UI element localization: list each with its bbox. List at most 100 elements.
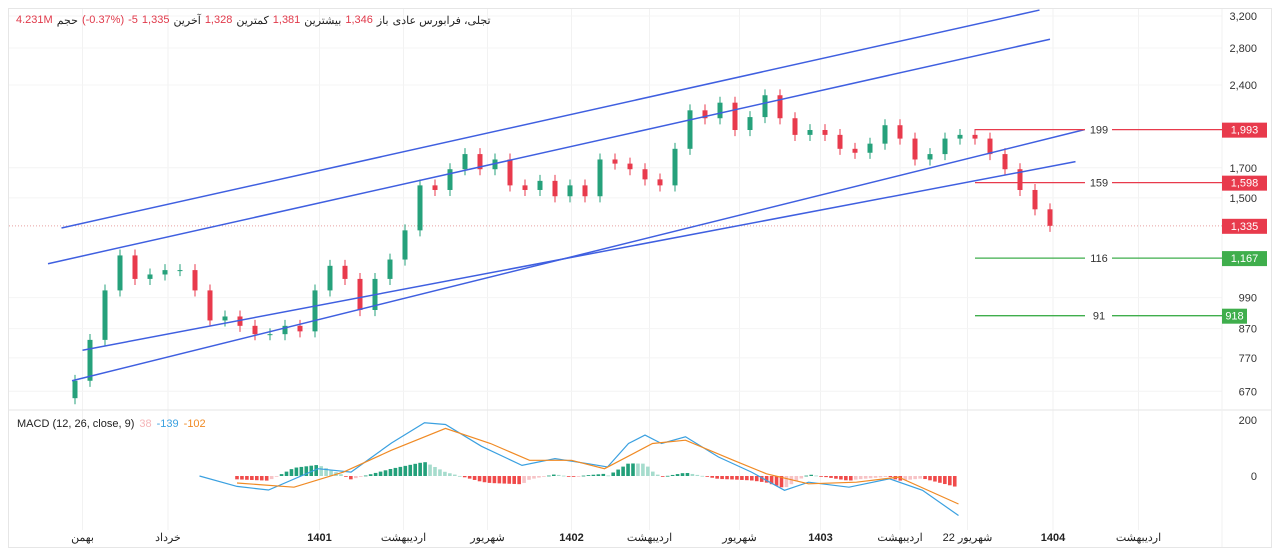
macd-histogram-bar: [284, 471, 289, 476]
macd-histogram-bar: [537, 476, 541, 478]
candle-body: [327, 265, 333, 291]
macd-histogram-bar: [769, 476, 774, 485]
candle-body: [1032, 189, 1038, 210]
macd-histogram-bar: [804, 475, 809, 477]
macd-histogram-bar: [240, 476, 244, 480]
macd-histogram-bar: [849, 476, 853, 481]
channel-trendline: [47, 38, 1051, 265]
time-tick: 1401: [307, 532, 331, 544]
macd-histogram-bar: [561, 475, 566, 477]
macd-histogram-bar: [235, 476, 239, 480]
candle-body: [117, 255, 123, 291]
macd-histogram-bar: [690, 473, 695, 476]
macd-histogram-bar: [581, 475, 586, 477]
level-price-badge: [1222, 251, 1267, 267]
macd-histogram-bar: [532, 476, 536, 479]
macd-histogram-bar: [383, 470, 388, 476]
macd-histogram-bar: [670, 474, 675, 476]
macd-histogram-bar: [324, 468, 328, 476]
macd-histogram-bar: [918, 476, 922, 479]
price-tick: 3,200: [1229, 11, 1257, 23]
level-label: 91: [1093, 311, 1105, 323]
candle-body: [417, 185, 423, 231]
low-label: کمترین: [236, 15, 269, 27]
macd-histogram-bar: [646, 466, 650, 476]
open-label: باز: [376, 15, 389, 27]
macd-histogram-bar: [418, 462, 422, 476]
macd-histogram-bar: [443, 471, 447, 476]
price-tick: 870: [1239, 324, 1257, 336]
macd-histogram-bar: [487, 476, 492, 483]
macd-histogram-bar: [834, 476, 838, 479]
channel-trendline: [61, 9, 1040, 229]
candle-body: [687, 110, 693, 149]
price-tick: 2,800: [1229, 43, 1257, 55]
time-tick: 1404: [1041, 532, 1066, 544]
macd-histogram-bar: [858, 476, 863, 480]
macd-histogram-bar: [542, 476, 546, 477]
macd-histogram-bar: [393, 467, 398, 476]
chart-frame: [8, 8, 1272, 548]
macd-histogram-bar: [319, 466, 323, 476]
macd-histogram-bar: [908, 476, 912, 480]
level-price-badge: [1222, 122, 1267, 138]
macd-histogram-bar: [799, 476, 804, 479]
macd-histogram-bar: [299, 466, 304, 476]
macd-histogram-bar: [482, 476, 487, 483]
macd-histogram-bar: [774, 476, 779, 486]
macd-histogram-bar: [725, 476, 729, 480]
candle-body: [987, 138, 993, 155]
macd-histogram-bar: [903, 476, 908, 481]
time-tick: اردیبهشت: [627, 532, 672, 544]
candle-body: [267, 334, 273, 336]
candle-body: [447, 169, 453, 190]
candle-body: [882, 125, 888, 144]
macd-tick: 200: [1239, 415, 1257, 427]
candle-body: [282, 325, 288, 335]
macd-histogram-bar: [349, 476, 353, 480]
macd-histogram-bar: [507, 476, 512, 484]
macd-histogram-bar: [759, 476, 764, 482]
macd-histogram-bar: [576, 476, 581, 477]
price-tick: 770: [1239, 353, 1257, 365]
candle-body: [672, 148, 678, 186]
candle-body: [942, 138, 948, 155]
macd-histogram-bar: [255, 476, 259, 481]
candle-body: [312, 290, 318, 332]
change-value: -5: [128, 14, 138, 26]
macd-histogram-value: 38: [139, 418, 152, 430]
macd-histogram-bar: [943, 476, 947, 485]
candle-body: [597, 159, 603, 197]
macd-histogram-bar: [462, 476, 467, 478]
macd-histogram-bar: [606, 475, 611, 477]
macd-histogram-bar: [304, 466, 309, 476]
macd-histogram-bar: [527, 476, 531, 480]
macd-histogram-bar: [665, 475, 670, 477]
macd-histogram-bar: [264, 476, 269, 481]
candle-body: [252, 325, 258, 335]
macd-histogram-bar: [477, 476, 482, 482]
candle-body: [132, 255, 138, 279]
macd-histogram-bar: [522, 476, 526, 483]
macd-histogram-bar: [363, 475, 368, 477]
candle-body: [237, 316, 243, 326]
candle-body: [717, 102, 723, 119]
time-tick: اردیبهشت: [1116, 532, 1161, 544]
candle-body: [867, 143, 873, 153]
candle-body: [477, 154, 483, 170]
macd-histogram-bar: [616, 469, 620, 476]
macd-histogram-bar: [626, 463, 630, 476]
macd-histogram-bar: [289, 469, 294, 476]
macd-histogram-bar: [497, 476, 502, 484]
macd-histogram-bar: [863, 476, 868, 479]
macd-histogram-bar: [750, 476, 754, 481]
macd-histogram-bar: [745, 476, 749, 481]
candle-body: [357, 278, 363, 311]
candle-body: [747, 117, 753, 131]
macd-histogram-bar: [680, 473, 685, 476]
last-label: آخرین: [173, 15, 201, 27]
candle-body: [627, 163, 633, 170]
macd-histogram-bar: [631, 463, 635, 476]
macd-histogram-bar: [710, 476, 714, 478]
